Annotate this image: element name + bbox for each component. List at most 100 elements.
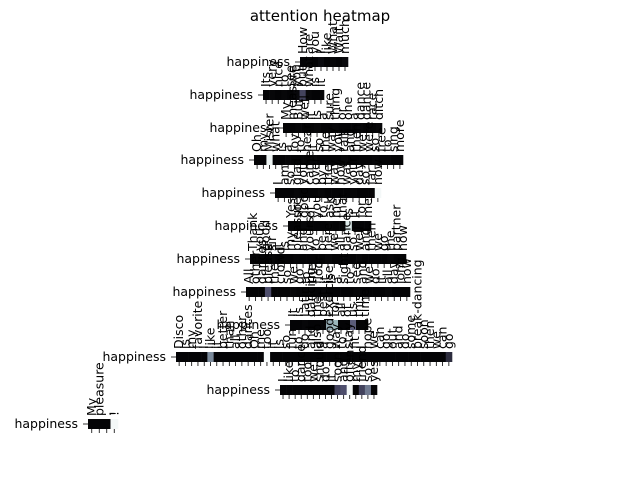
heat-cell — [305, 90, 313, 100]
x-tick-label: My — [84, 397, 99, 416]
x-tick-label: for — [327, 299, 342, 317]
heat-cell — [364, 352, 371, 362]
heat-cell — [270, 352, 277, 362]
x-tick-label: it — [374, 276, 389, 284]
x-tick-label: better — [215, 310, 230, 349]
x-tick-label: Oh — [249, 134, 264, 152]
x-tick-label: good — [258, 220, 273, 251]
heat-cell — [95, 419, 104, 429]
heat-cell — [369, 123, 377, 133]
x-tick-label: over — [308, 156, 323, 185]
heat-cell — [328, 287, 335, 297]
x-tick-label: one — [340, 96, 355, 120]
heat-cell — [280, 385, 287, 395]
x-tick-label: do — [317, 366, 332, 382]
heat-cell — [306, 254, 313, 264]
heat-cell — [334, 155, 342, 165]
heat-cell — [306, 57, 313, 67]
x-tick-label: was — [339, 161, 354, 185]
heat-cell — [396, 155, 404, 165]
heat-cell — [356, 188, 363, 198]
x-tick-label: to — [315, 205, 330, 218]
x-tick-label: long — [393, 257, 408, 284]
heat-cell — [301, 352, 309, 362]
x-tick-label: out — [384, 328, 399, 349]
heat-cell — [384, 287, 392, 297]
heat-cell — [318, 57, 325, 67]
heat-cell — [358, 385, 366, 395]
x-tick-label: floor — [311, 255, 326, 284]
x-tick-label: the — [309, 296, 324, 317]
heat-cell — [252, 287, 259, 297]
x-tick-label: best — [315, 290, 330, 317]
heat-cell — [283, 287, 291, 297]
x-tick-label: sing — [386, 126, 401, 152]
heat-cell — [338, 320, 345, 330]
x-tick-label: often — [342, 350, 357, 382]
heat-cell — [283, 123, 290, 133]
x-tick-label: very — [264, 59, 279, 87]
x-tick-label: much — [337, 19, 352, 54]
heat-cell — [349, 188, 357, 198]
heat-cell — [339, 221, 346, 231]
heat-cell — [334, 287, 341, 297]
heat-cell — [312, 57, 319, 67]
heat-cell — [110, 419, 119, 429]
heat-cell — [251, 352, 258, 362]
x-tick-label: are — [301, 33, 316, 54]
heat-cell — [326, 221, 333, 231]
x-tick-label: we — [366, 331, 381, 349]
heat-cell — [390, 155, 398, 165]
x-tick-label: you — [309, 195, 324, 218]
x-tick-label: I — [270, 181, 285, 185]
x-tick-label: fun — [284, 329, 299, 349]
heat-cell — [322, 155, 329, 165]
x-tick-label: dances — [240, 304, 255, 349]
x-tick-label: some — [403, 315, 418, 349]
x-tick-label: all — [380, 269, 395, 284]
heat-cell — [338, 123, 346, 133]
heat-cell — [292, 385, 299, 395]
x-tick-label: race — [365, 92, 380, 120]
x-tick-label: day — [351, 161, 366, 185]
x-tick-label: we — [361, 266, 376, 284]
heat-cell — [340, 155, 348, 165]
heat-cell — [350, 320, 357, 330]
x-tick-label: is — [276, 241, 291, 251]
x-tick-label: then — [348, 124, 363, 152]
heat-cell — [300, 221, 308, 231]
x-tick-label: so — [357, 171, 372, 185]
heat-cell — [344, 320, 351, 330]
x-tick-label: is — [309, 110, 324, 120]
heat-cell — [352, 385, 360, 395]
x-tick-label: that — [334, 193, 349, 218]
x-tick-label: joy — [286, 133, 301, 153]
heat-cell — [326, 320, 333, 330]
x-tick-label: pleasure — [289, 197, 304, 251]
x-tick-label: so — [278, 335, 293, 349]
x-tick-label: is — [323, 274, 338, 284]
heat-cell — [395, 352, 403, 362]
heat-cell — [345, 221, 353, 231]
heat-cell — [201, 352, 208, 362]
x-tick-label: how — [332, 159, 347, 185]
x-tick-label: to — [308, 238, 323, 251]
y-tick-label: happiness — [209, 120, 273, 135]
heat-cell — [353, 155, 360, 165]
heat-cell — [314, 352, 321, 362]
x-tick-label: do — [367, 268, 382, 284]
x-tick-label: to — [342, 271, 357, 284]
x-tick-label: crowd — [273, 246, 288, 284]
heat-cell — [276, 352, 283, 362]
x-tick-label: than — [221, 321, 236, 349]
y-tick-label: happiness — [102, 349, 166, 364]
x-tick-label: were — [361, 121, 376, 152]
heat-cell — [260, 155, 267, 165]
heat-cell — [295, 352, 302, 362]
x-tick-label: dance — [359, 82, 374, 120]
x-tick-label: go — [378, 333, 393, 349]
heat-cell — [374, 188, 382, 198]
x-tick-label: so — [367, 138, 382, 152]
x-tick-label: All — [241, 269, 256, 285]
heat-cell — [302, 287, 310, 297]
